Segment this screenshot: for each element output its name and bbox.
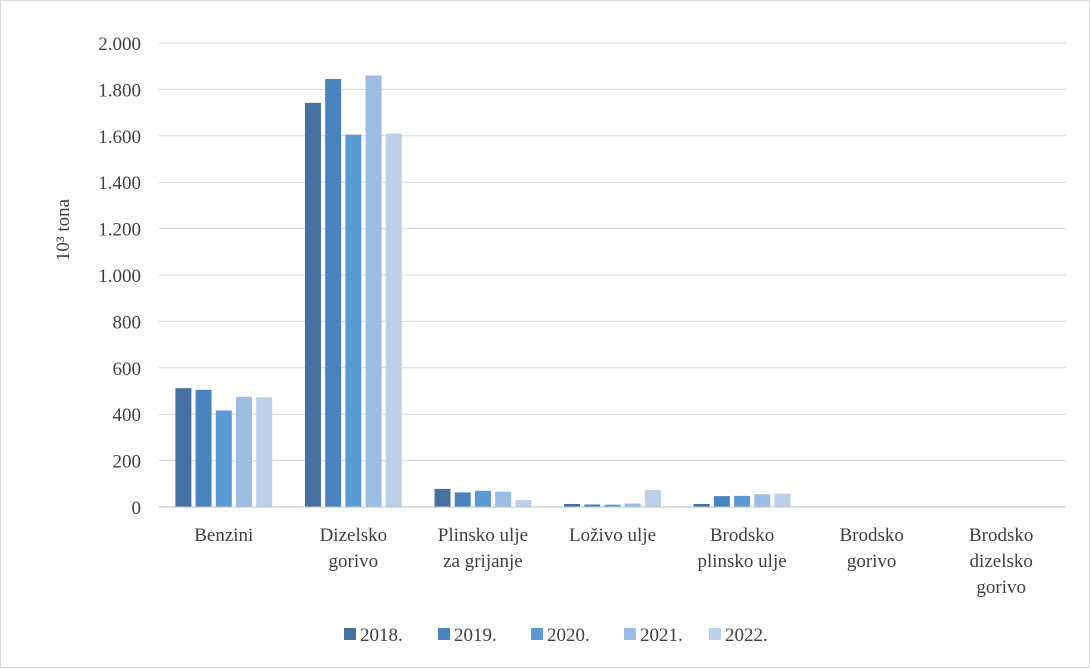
bar-2019-1 bbox=[325, 78, 342, 508]
bar-2020-4 bbox=[734, 495, 751, 507]
y-axis-title: 10³ tona bbox=[53, 198, 74, 261]
y-tick-label: 400 bbox=[113, 405, 142, 426]
bar-2018-1 bbox=[304, 102, 321, 507]
y-tick-label: 1.200 bbox=[98, 220, 141, 241]
x-category-label: Brodsko bbox=[839, 525, 903, 546]
x-category-label: plinsko ulje bbox=[697, 551, 786, 572]
legend-label: 2020. bbox=[547, 625, 590, 646]
x-category-label: za grijanje bbox=[443, 551, 523, 572]
y-axis-ticks: 0 200 400 600 800 1.000 1.200 1.400 1.600 1.800 2.… bbox=[98, 34, 141, 519]
y-tick-label: 1.000 bbox=[98, 266, 141, 287]
bar-2018-4 bbox=[693, 503, 710, 507]
legend-swatch bbox=[624, 628, 636, 640]
legend: 2018. 2019. 2020. 2021. 2022. bbox=[344, 625, 768, 646]
x-category-label: Brodsko bbox=[710, 525, 774, 546]
legend-swatch bbox=[438, 628, 450, 640]
legend-label: 2019. bbox=[454, 625, 497, 646]
bar-2019-0 bbox=[195, 389, 212, 507]
legend-label: 2018. bbox=[360, 625, 403, 646]
bar-2018-2 bbox=[434, 488, 451, 507]
bar-2019-3 bbox=[584, 504, 601, 507]
legend-swatch bbox=[531, 628, 543, 640]
x-category-label: dizelsko bbox=[970, 551, 1033, 572]
x-category-label: gorivo bbox=[847, 551, 897, 572]
y-tick-label: 0 bbox=[132, 498, 142, 519]
y-tick-label: 2.000 bbox=[98, 34, 141, 55]
bar-2021-3 bbox=[624, 503, 641, 507]
bar-2020-1 bbox=[345, 134, 362, 507]
bar-2022-0 bbox=[256, 397, 273, 507]
y-tick-label: 1.400 bbox=[98, 173, 141, 194]
x-category-label: Benzini bbox=[194, 525, 253, 546]
bar-2019-4 bbox=[713, 496, 730, 507]
bar-2022-4 bbox=[774, 493, 791, 507]
bar-2022-1 bbox=[385, 133, 402, 508]
y-tick-label: 1.600 bbox=[98, 127, 141, 148]
gridlines bbox=[159, 42, 1066, 462]
y-tick-label: 1.800 bbox=[98, 80, 141, 101]
bar-2019-2 bbox=[454, 492, 471, 507]
bar-2022-2 bbox=[515, 500, 532, 507]
legend-swatch bbox=[709, 628, 721, 640]
bar-2021-2 bbox=[495, 491, 512, 507]
bar-2020-0 bbox=[215, 410, 232, 507]
bar-2022-3 bbox=[644, 490, 661, 507]
bar-2021-1 bbox=[365, 75, 382, 507]
bar-2020-3 bbox=[604, 504, 621, 507]
x-category-label: gorivo bbox=[976, 577, 1026, 598]
bar-2018-3 bbox=[564, 503, 581, 507]
x-category-label: Brodsko bbox=[969, 525, 1033, 546]
y-tick-label: 800 bbox=[113, 312, 142, 333]
bar-2021-4 bbox=[754, 494, 771, 507]
x-axis-categories: Benzini Dizelsko gorivo Plinsko ulje za grij… bbox=[194, 525, 1033, 598]
x-category-label: Dizelsko bbox=[320, 525, 388, 546]
bar-2021-0 bbox=[235, 396, 252, 507]
legend-swatch bbox=[344, 628, 356, 640]
legend-label: 2021. bbox=[640, 625, 683, 646]
legend-label: 2022. bbox=[725, 625, 768, 646]
x-category-label: Loživo ulje bbox=[569, 525, 656, 546]
y-tick-label: 200 bbox=[113, 452, 142, 473]
bars bbox=[175, 75, 791, 508]
y-tick-label: 600 bbox=[113, 359, 142, 380]
bar-2020-2 bbox=[474, 490, 491, 507]
x-category-label: gorivo bbox=[329, 551, 379, 572]
bar-2018-0 bbox=[175, 388, 192, 507]
x-category-label: Plinsko ulje bbox=[438, 525, 528, 546]
